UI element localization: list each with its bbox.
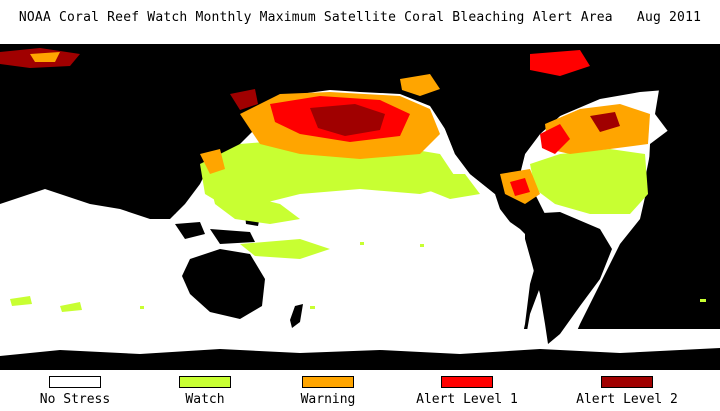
map-title: NOAA Coral Reef Watch Monthly Maximum Sa… bbox=[18, 10, 702, 25]
stress-watch-south-pacific bbox=[240, 239, 330, 259]
stress-watch-north-atlantic bbox=[530, 149, 648, 214]
stress-alert2-north-pacific bbox=[310, 104, 385, 136]
land-south-america bbox=[525, 212, 612, 344]
stress-warning-west-pacific bbox=[200, 149, 225, 174]
alert-area-map bbox=[0, 44, 720, 370]
legend-item-no-stress: No Stress bbox=[10, 376, 140, 407]
ocean-arctic-3 bbox=[530, 50, 590, 76]
stress-speck-4 bbox=[420, 244, 424, 247]
stress-alert1-caribbean bbox=[510, 178, 530, 196]
land-maritime-se-asia bbox=[175, 214, 260, 244]
land-europe bbox=[655, 80, 720, 149]
stress-watch-west-pacific bbox=[210, 184, 300, 224]
stress-speck-3 bbox=[360, 242, 364, 245]
legend-item-alert-level-1: Alert Level 1 bbox=[402, 376, 532, 407]
legend-label-warning: Warning bbox=[300, 392, 356, 407]
legend-item-watch: Watch bbox=[140, 376, 270, 407]
ocean-arctic-2 bbox=[30, 52, 60, 62]
stress-alert1-north-atlantic bbox=[540, 124, 570, 154]
land-japan bbox=[224, 116, 246, 154]
land-antarctica bbox=[0, 348, 720, 370]
stress-watch-indian-ocean bbox=[10, 296, 82, 312]
stress-warning-bering bbox=[400, 74, 440, 96]
stress-alert2-north-atlantic bbox=[590, 112, 620, 132]
land-australia bbox=[182, 249, 265, 319]
stress-speck-2 bbox=[310, 306, 315, 309]
legend-label-alert-level-1: Alert Level 1 bbox=[416, 392, 518, 407]
land-africa bbox=[645, 149, 720, 304]
stress-watch-east-pacific bbox=[425, 174, 480, 199]
stress-speck-1 bbox=[140, 306, 144, 309]
legend-item-alert-level-2: Alert Level 2 bbox=[562, 376, 692, 407]
land-eurasia bbox=[0, 70, 250, 219]
legend-label-alert-level-2: Alert Level 2 bbox=[576, 392, 678, 407]
land-central-america bbox=[495, 194, 525, 229]
legend-swatch-no-stress bbox=[49, 376, 101, 388]
stress-alert2-northwest-pacific bbox=[230, 89, 258, 110]
land-greenland bbox=[600, 48, 660, 86]
legend-swatch-warning bbox=[302, 376, 354, 388]
legend-label-watch: Watch bbox=[185, 392, 225, 407]
legend-swatch-watch bbox=[179, 376, 231, 388]
legend-swatch-alert-level-2 bbox=[601, 376, 653, 388]
land-new-zealand bbox=[290, 304, 303, 328]
stress-speck-5 bbox=[700, 299, 706, 302]
land-north-america bbox=[430, 78, 600, 194]
world-map-svg bbox=[0, 44, 720, 370]
legend-label-no-stress: No Stress bbox=[39, 392, 111, 407]
legend-item-warning: Warning bbox=[263, 376, 393, 407]
stress-warning-north-atlantic bbox=[545, 104, 650, 154]
legend-swatch-alert-level-1 bbox=[441, 376, 493, 388]
stress-watch-north-pacific bbox=[200, 139, 460, 209]
